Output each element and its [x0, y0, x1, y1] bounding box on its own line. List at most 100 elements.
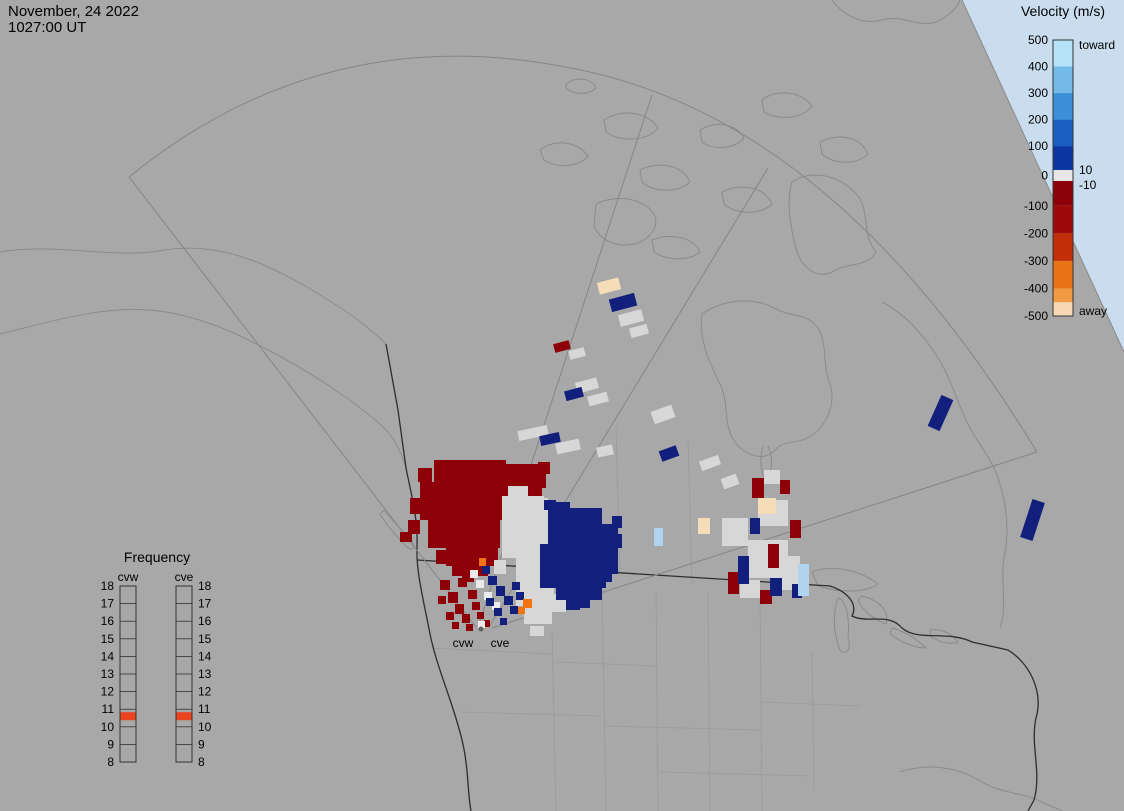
radar-echo-cell — [608, 292, 638, 313]
radar-echo-cell — [472, 602, 480, 610]
velocity-tick-label: -400 — [1024, 281, 1048, 295]
lake-superior — [811, 567, 879, 592]
radar-echo-cell — [455, 604, 464, 614]
velocity-tick-label: -200 — [1024, 226, 1048, 240]
frequency-tick-label: 13 — [198, 667, 212, 681]
zero-minus-label: -10 — [1079, 178, 1097, 192]
radar-echo-cell — [596, 444, 614, 458]
radar-echo-cell — [617, 309, 645, 327]
us-canada-border — [416, 559, 1039, 811]
arctic-island — [761, 92, 813, 118]
radar-echo-cell — [539, 432, 561, 446]
lake-huron — [857, 595, 888, 625]
map-edge-line — [961, 0, 1124, 353]
velocity-tick-label: 400 — [1028, 60, 1048, 74]
radar-echo-cell — [528, 498, 548, 520]
coastlines — [0, 0, 1063, 811]
arctic-island — [565, 78, 597, 94]
radar-echo-cell — [436, 550, 450, 564]
radar-echo-cell — [477, 612, 484, 619]
radar-echo-cell — [468, 590, 477, 599]
radar-site-label-cve: cve — [491, 636, 510, 650]
hudson-bay — [700, 300, 833, 457]
radar-echo-cell — [752, 478, 764, 498]
frequency-tick-label: 8 — [107, 755, 114, 769]
radar-echo-cell — [523, 599, 532, 608]
frequency-tick-label: 12 — [101, 685, 115, 699]
colorbar-segment — [1053, 170, 1073, 181]
zero-plus-label: 10 — [1079, 163, 1093, 177]
radar-echo-cell — [927, 394, 954, 432]
radar-echo-cell — [764, 470, 780, 484]
away-label: away — [1079, 304, 1107, 318]
frequency-tick-label: 16 — [101, 614, 115, 628]
radar-echo-cell — [530, 626, 544, 636]
fov-left-edge — [128, 176, 477, 628]
colorbar-segment — [1053, 40, 1073, 67]
radar-echo-cell — [508, 486, 528, 498]
radar-echo-cell — [488, 576, 497, 585]
radar-echo-cell — [564, 386, 584, 402]
radar-echo-cell — [448, 592, 458, 603]
labrador-coastline — [881, 301, 1008, 629]
frequency-tick-label: 11 — [102, 702, 115, 716]
frequency-bars: 18 17 16 15 14 13 12 11 10 9 8 18 17 16 15 14 13 12 11 10 9 8 — [101, 579, 212, 769]
velocity-legend-title: Velocity (m/s) — [1021, 3, 1105, 19]
radar-echo-cell — [504, 596, 513, 605]
frequency-tick-label: 9 — [198, 737, 205, 751]
colorbar-outline — [1052, 39, 1074, 317]
radar-echo-cell — [596, 277, 622, 295]
velocity-colorbar-segments — [1052, 39, 1074, 317]
frequency-tick-label: 16 — [198, 614, 212, 628]
state-border-line — [601, 585, 607, 811]
frequency-tick-label: 18 — [101, 579, 115, 593]
radar-echo-cell — [512, 582, 520, 590]
arctic-island — [639, 164, 691, 191]
radar-echo-cell — [479, 558, 486, 566]
state-border-line — [555, 661, 657, 667]
radar-echo-cell — [654, 528, 663, 546]
radar-echo-cell — [578, 596, 590, 608]
radar-echo-cell — [698, 454, 722, 472]
radar-echo-cell — [587, 391, 609, 407]
radar-echo-cell — [722, 518, 748, 546]
radar-echo-cell — [568, 347, 586, 360]
radar-echo-cell — [553, 340, 571, 353]
colorbar-segment — [1053, 119, 1073, 147]
echo-layer — [400, 277, 1045, 636]
radar-echo-cell — [608, 562, 618, 574]
frequency-tick-label: 9 — [107, 737, 114, 751]
velocity-tick-label: 100 — [1028, 139, 1048, 153]
velocity-tick-label: 300 — [1028, 86, 1048, 100]
velocity-tick-label: -100 — [1024, 199, 1048, 213]
radar-echo-cell — [516, 592, 524, 600]
state-border-line — [659, 771, 813, 777]
radar-echo-cell — [760, 590, 772, 604]
radar-echo-cell — [400, 532, 412, 542]
radar-echo-cell — [612, 516, 622, 528]
radar-echo-cell — [768, 544, 779, 568]
radar-echo-cell — [556, 582, 602, 600]
frequency-tick-label: 14 — [101, 649, 115, 663]
radar-echo-cell — [532, 474, 546, 488]
radar-echo-cell — [510, 606, 518, 614]
north-coast-fragment — [831, 0, 961, 24]
toward-label: toward — [1079, 38, 1115, 52]
radar-echo-cell — [408, 520, 420, 534]
radar-echo-cell — [650, 404, 676, 425]
velocity-tick-label: -300 — [1024, 254, 1048, 268]
radar-echo-cell — [484, 592, 492, 600]
radar-echo-cell — [500, 618, 507, 625]
radar-echo-cell — [492, 602, 500, 610]
radar-echo-cell — [770, 578, 782, 596]
frequency-highlight-band — [176, 712, 192, 721]
radar-echo-cell — [458, 578, 467, 587]
state-border-line — [707, 591, 711, 811]
radar-echo-cell — [486, 598, 494, 606]
radar-echo-cell — [494, 608, 502, 616]
radar-echo-cell — [790, 520, 801, 538]
radar-echo-cell — [462, 614, 470, 623]
radar-echo-cell — [438, 596, 446, 604]
